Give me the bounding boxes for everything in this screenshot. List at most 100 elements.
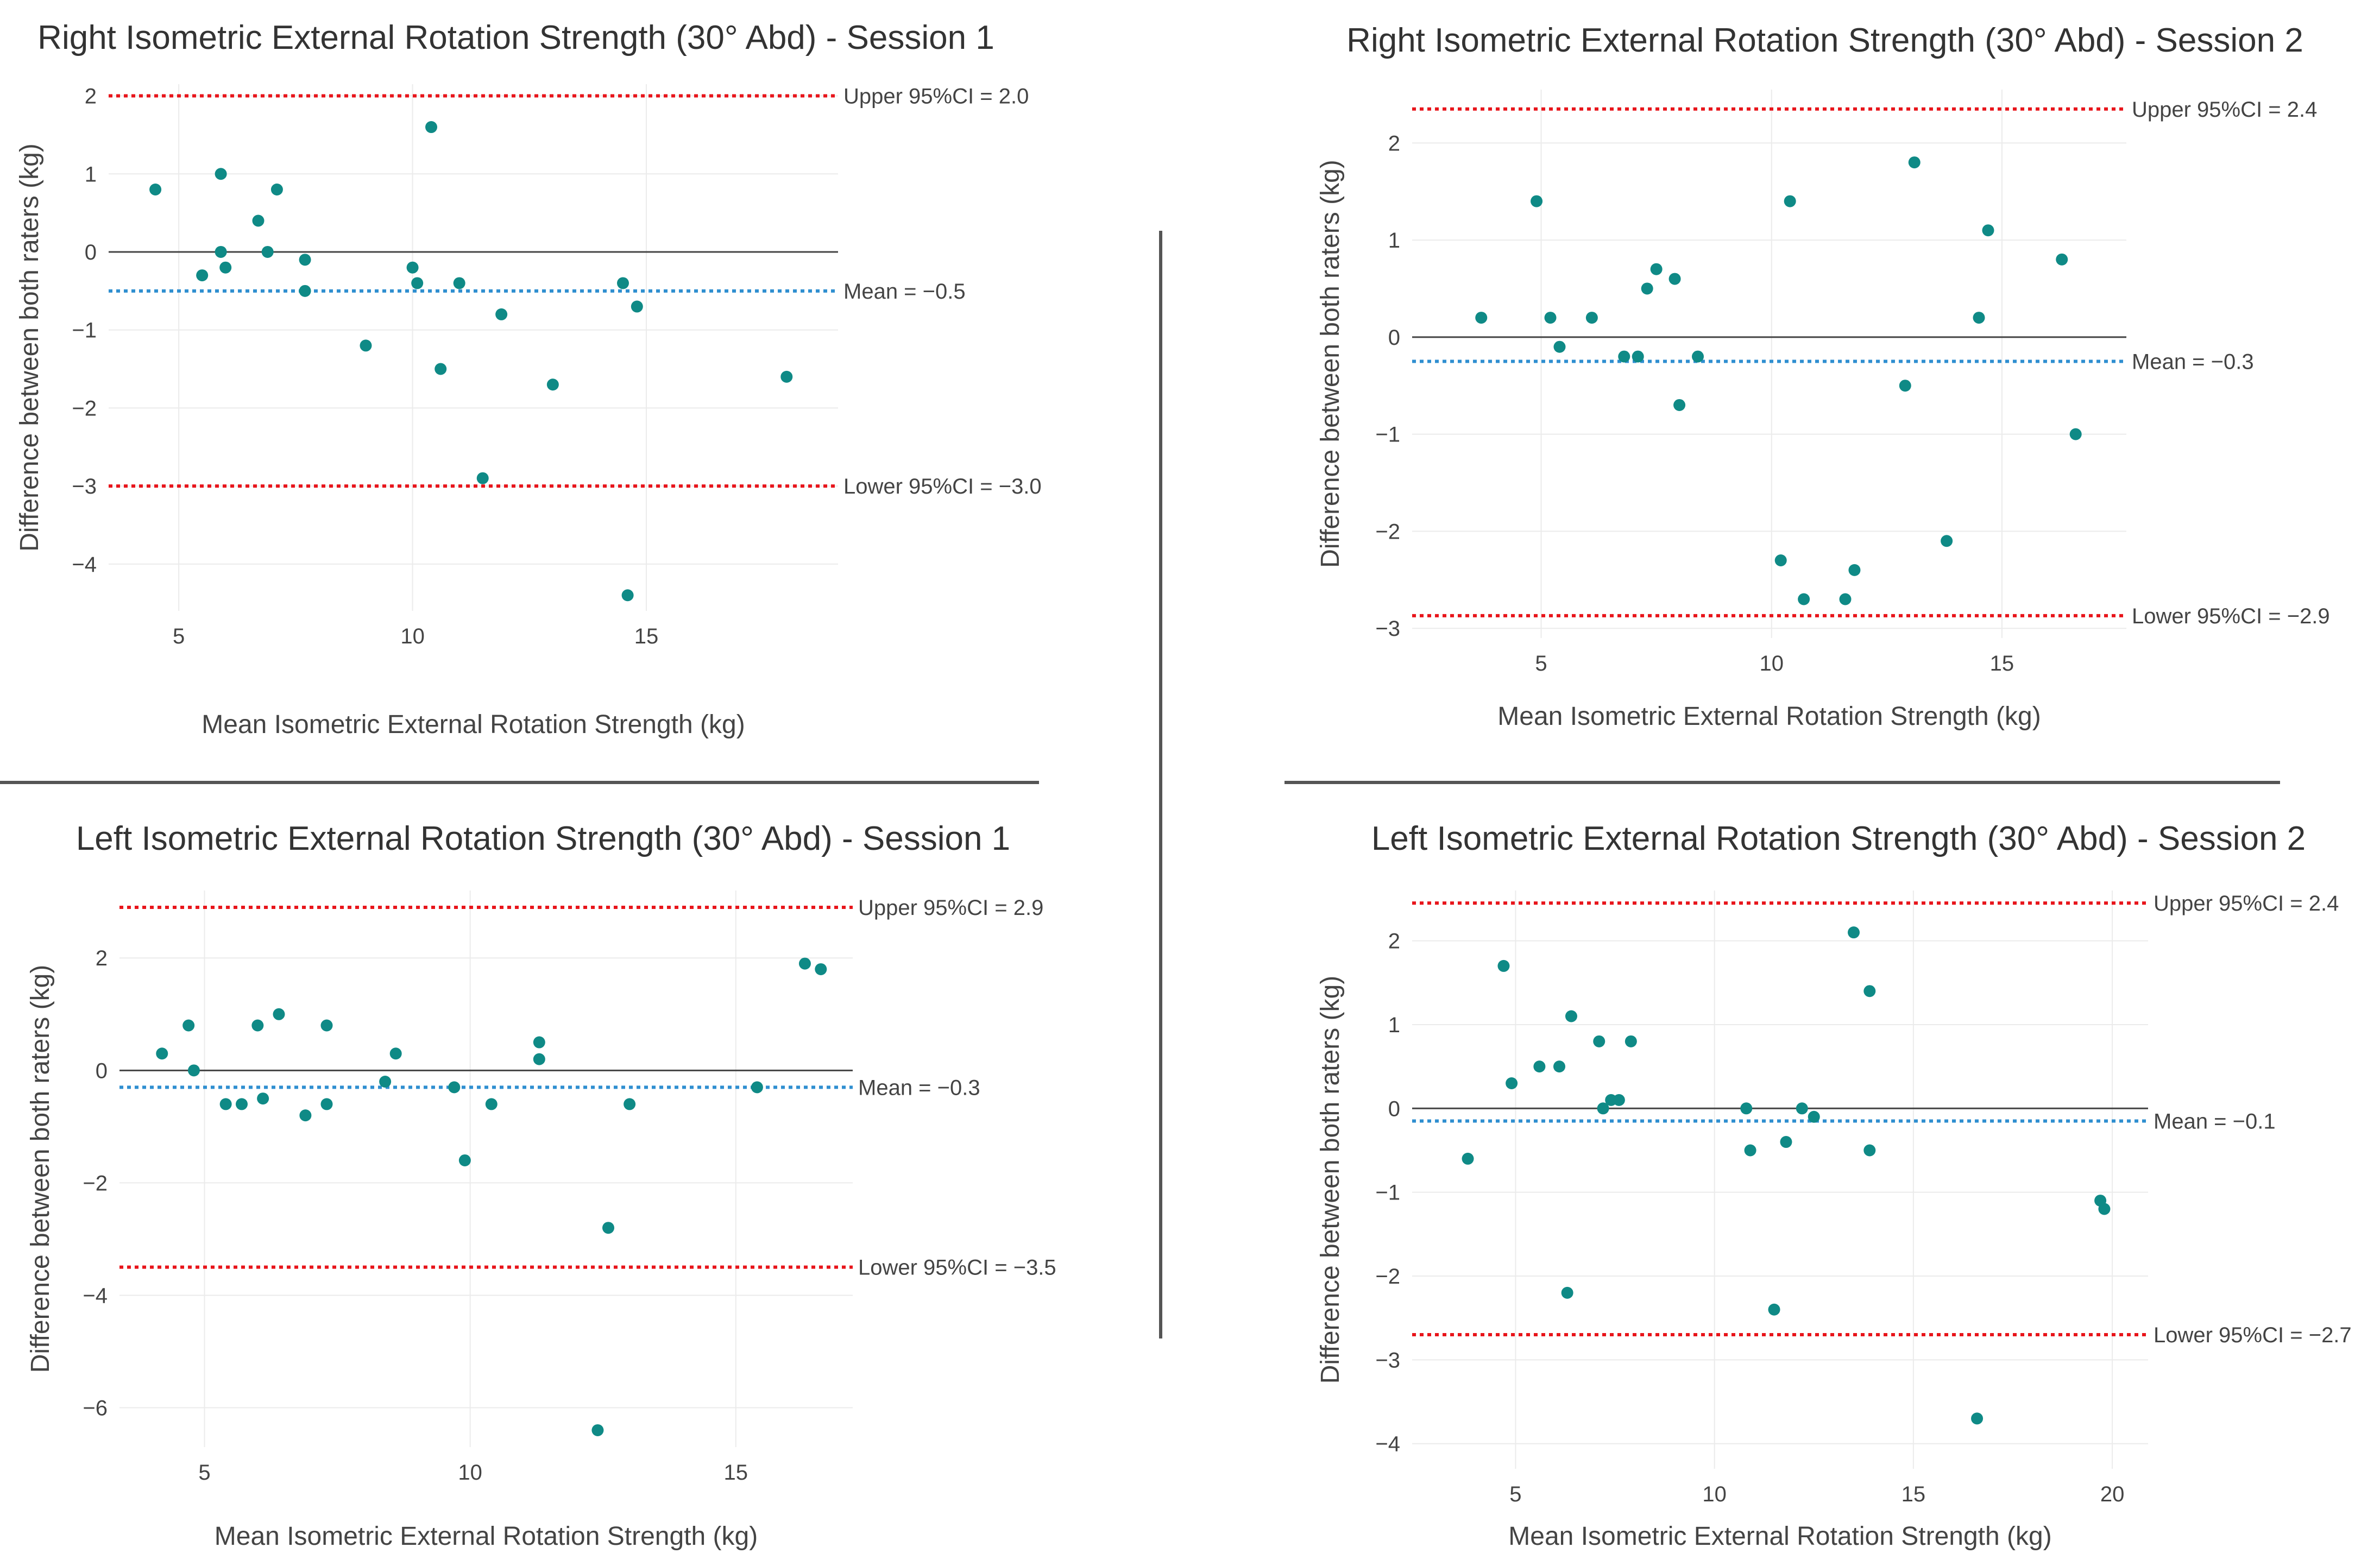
chart-3-data-point [1848,926,1860,939]
chart-3-title: Left Isometric External Rotation Strengt… [1371,820,2306,857]
chart-1-data-point [2069,428,2082,440]
chart-2-y-tick-label: −4 [83,1284,108,1308]
chart-3-data-point [1625,1035,1637,1047]
chart-2-data-point [320,1019,333,1032]
chart-0-y-tick-label: −2 [72,396,97,420]
chart-3-data-point [1768,1303,1780,1316]
chart-0-lower-ci-label: Lower 95%CI = −3.0 [843,475,1042,498]
chart-1-data-point [2056,253,2068,266]
chart-1-data-point [1774,554,1787,566]
chart-0-y-tick-label: −1 [72,319,97,343]
panel-right-session-2: Upper 95%CI = 2.4 Mean = −0.3 Lower 95%CI … [1316,22,2330,731]
chart-2-mean-label: Mean = −0.3 [858,1076,980,1100]
chart-0-data-point [299,285,311,297]
chart-0-data-point [546,378,559,391]
chart-2-data-point [299,1109,312,1122]
chart-3-upper-ci-label: Upper 95%CI = 2.4 [2154,892,2339,915]
chart-2-data-point [251,1019,264,1032]
chart-0-y-tick-label: 0 [85,241,97,264]
chart-2-y-tick-label: 0 [96,1059,108,1083]
chart-2-data-point [448,1081,461,1094]
chart-0-x-tick-label: 15 [634,624,659,648]
chart-0-data-point [270,184,283,195]
chart-0-y-axis-label: Difference between both raters (kg) [15,143,44,552]
chart-0-data-point [261,245,274,258]
chart-1-data-point [1531,195,1543,207]
chart-1-data-point [1798,593,1810,605]
chart-2-data-point [458,1154,471,1166]
chart-1-x-tick-label: 5 [1535,652,1547,675]
chart-3-data-point [1561,1286,1573,1299]
chart-2-x-axis-label: Mean Isometric External Rotation Strengt… [215,1522,758,1551]
chart-1-x-tick-label: 10 [1759,652,1784,675]
chart-3-x-tick-label: 20 [2100,1482,2125,1506]
chart-1-x-tick-label: 15 [1990,652,2014,675]
chart-2-y-tick-label: 2 [96,946,108,970]
chart-0-data-point [411,277,424,289]
chart-1-x-axis-label: Mean Isometric External Rotation Strengt… [1497,702,2041,731]
chart-3-data-point [1971,1412,1984,1425]
chart-2-x-tick-label: 15 [724,1461,748,1485]
chart-0-y-tick-label: 1 [85,162,97,186]
panel-left-session-2: Upper 95%CI = 2.4 Mean = −0.1 Lower 95%CI … [1316,820,2352,1551]
chart-1-data-point [1475,312,1488,324]
panel-right-session-1: Upper 95%CI = 2.0 Mean = −0.5 Lower 95%CI … [15,19,1042,739]
chart-3-data-point [1506,1077,1518,1089]
chart-3-data-point [1553,1060,1565,1073]
chart-1-data-point [1848,564,1861,576]
chart-0-data-point [215,168,227,180]
chart-0-data-point [435,363,447,375]
chart-0-data-point [406,261,419,274]
chart-2-data-point [533,1036,545,1049]
chart-1-data-point [1553,340,1566,353]
chart-3-data-point [1597,1102,1609,1115]
chart-2-data-point [320,1098,333,1110]
chart-2-upper-ci-label: Upper 95%CI = 2.9 [858,896,1043,920]
chart-2-y-tick-label: −2 [83,1171,108,1195]
chart-3-y-tick-label: −4 [1375,1432,1400,1456]
chart-3-x-tick-label: 15 [1902,1482,1926,1506]
chart-0-data-point [631,300,643,313]
chart-3-y-tick-label: −3 [1375,1348,1400,1372]
chart-3-data-point [1740,1102,1753,1115]
chart-0-data-point [425,121,438,134]
chart-3-data-point [1613,1094,1625,1106]
chart-1-data-point [1941,535,1953,547]
chart-0-data-point [252,214,265,227]
panel-left-session-1: Upper 95%CI = 2.9 Mean = −0.3 Lower 95%CI … [26,820,1056,1551]
chart-1-data-point [1544,312,1557,324]
chart-2-data-point [156,1047,168,1060]
chart-1-y-tick-label: −3 [1375,617,1400,641]
chart-2-data-point [219,1098,232,1110]
chart-2-data-point [379,1076,392,1088]
chart-0-data-point [476,472,489,484]
chart-0-x-tick-label: 5 [173,624,185,648]
chart-3-mean-label: Mean = −0.1 [2154,1109,2276,1133]
chart-1-title: Right Isometric External Rotation Streng… [1346,22,2303,59]
chart-2-data-point [187,1064,200,1077]
chart-1-data-point [1899,380,1911,392]
chart-2-lower-ci-label: Lower 95%CI = −3.5 [858,1256,1056,1280]
chart-0-data-point [780,370,793,383]
chart-0-data-point [453,277,465,289]
chart-0-y-tick-label: −4 [72,553,97,577]
chart-0-x-tick-label: 10 [400,624,425,648]
chart-2-data-point [236,1098,248,1110]
chart-0-title: Right Isometric External Rotation Streng… [37,19,994,56]
chart-0-x-axis-label: Mean Isometric External Rotation Strengt… [202,710,745,739]
chart-0-data-point [495,308,508,320]
chart-1-lower-ci-label: Lower 95%CI = −2.9 [2132,604,2330,628]
chart-0-data-point [616,277,629,289]
chart-0-y-tick-label: 2 [85,85,97,109]
chart-3-data-point [1863,1144,1876,1157]
chart-2-data-point [751,1081,763,1094]
chart-2-data-point [624,1098,636,1110]
chart-3-y-axis-label: Difference between both raters (kg) [1316,976,1345,1384]
chart-3-y-tick-label: 2 [1388,930,1400,954]
chart-2-data-point [485,1098,498,1110]
chart-3-data-point [1780,1136,1792,1148]
chart-2-y-tick-label: −6 [83,1397,108,1420]
chart-3-data-point [1744,1144,1756,1157]
chart-2-data-point [257,1093,269,1105]
chart-2-data-point [815,963,827,975]
